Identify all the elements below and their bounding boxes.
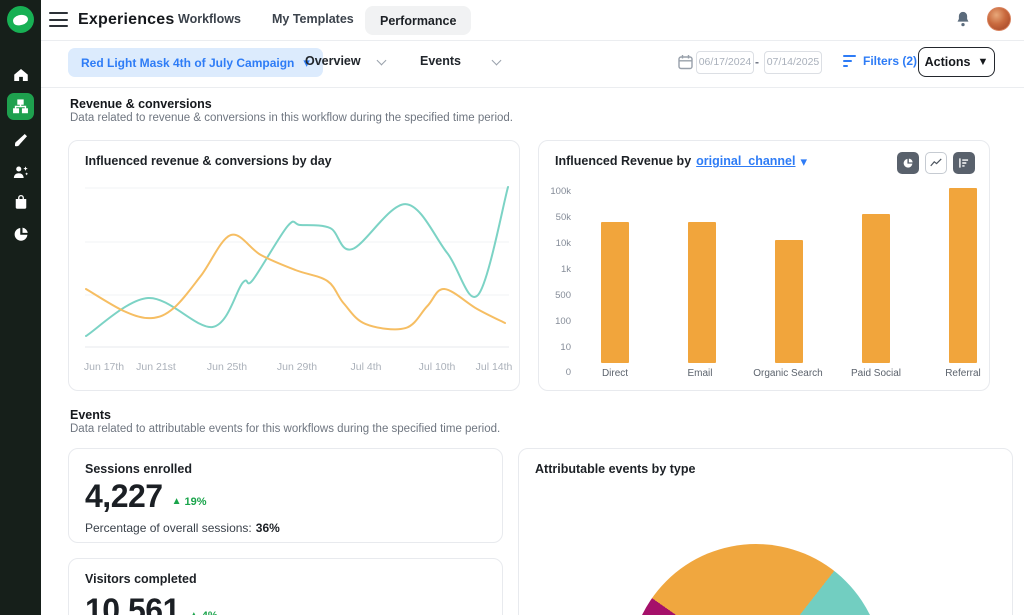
overview-dropdown[interactable]: Overview [305,54,361,68]
pie-chart-title: Attributable events by type [535,462,696,476]
bar-email [688,222,716,363]
calendar-icon [678,54,693,70]
brand-logo-mark [12,13,29,27]
stat-title: Sessions enrolled [85,462,192,476]
filters-label: Filters (2) [863,54,918,68]
shopping-bag-icon[interactable] [0,190,41,214]
campaign-selector[interactable]: Red Light Mask 4th of July Campaign ▾ [68,48,323,77]
stat-footnote: Percentage of overall sessions: 36% [85,521,280,535]
y-tick: 100k [550,186,571,197]
bar-paid-social [862,214,890,363]
y-tick: 500 [555,290,571,301]
home-icon[interactable] [0,63,41,87]
y-tick: 10k [555,238,571,249]
chevron-down-icon[interactable] [376,55,387,66]
audience-users-icon[interactable] [0,160,41,184]
actions-button[interactable]: Actions ▼ [918,47,995,77]
chevron-down-icon[interactable] [491,55,502,66]
stat-value: 4,227 [85,478,163,514]
stat-delta: ▲ 4% [189,610,218,615]
chevron-down-icon: ▼ [977,56,989,68]
bar-chart-title: Influenced Revenue by [555,154,692,168]
events-section-subtitle: Data related to attributable events for … [70,423,501,435]
tab-my-templates[interactable]: My Templates [272,12,354,26]
notifications-bell-icon[interactable] [954,10,972,30]
page-title: Experiences [78,11,175,28]
visitors-completed-card: Visitors completed 10,561 ▲ 4% [68,558,503,615]
workflow-sitemap-icon[interactable] [7,93,34,120]
hamburger-menu-icon[interactable] [49,12,68,27]
line-chart-title: Influenced revenue & conversions by day [85,154,332,168]
category-label: Organic Search [753,368,823,379]
tab-workflows[interactable]: Workflows [178,12,241,26]
actions-label: Actions [924,55,971,69]
bar-referral [949,188,977,363]
y-tick: 100 [555,316,571,327]
x-axis-label: Jun 25th [206,361,248,373]
stat-title: Visitors completed [85,572,197,586]
delta-value: 4% [202,610,218,615]
stat-value: 10,561 [85,592,180,615]
footnote-value: 36% [255,521,280,535]
events-dropdown[interactable]: Events [420,54,461,68]
x-axis-label: Jul 4th [350,361,382,373]
revenue-section-subtitle: Data related to revenue & conversions in… [70,112,513,124]
x-axis-label: Jul 14th [475,361,513,373]
stat-delta: ▲ 19% [172,496,207,512]
influenced-revenue-card: Influenced Revenue by original_channel ▾… [538,140,990,391]
y-tick: 1k [560,264,571,275]
filter-lines-icon [843,55,856,67]
x-axis-label: Jun 29th [276,361,318,373]
pie-chart-type-icon[interactable] [897,152,919,174]
user-avatar[interactable] [987,7,1011,31]
category-label: Referral [945,368,981,379]
chart-type-switcher [897,152,975,174]
bar-direct [601,221,629,363]
influenced-by-day-card: Influenced revenue & conversions by day … [68,140,520,391]
y-tick: 50k [555,212,571,223]
sessions-enrolled-card: Sessions enrolled 4,227 ▲ 19% Percentage… [68,448,503,543]
events-section-title: Events [70,408,111,422]
x-axis-label: Jun 17th [83,361,125,373]
date-range-separator: - [755,55,759,69]
date-end-input[interactable]: 07/14/2025 [764,51,822,74]
line-chart [85,186,509,348]
campaign-selector-label: Red Light Mask 4th of July Campaign [81,55,295,70]
x-axis-label: Jun 21st [136,361,176,373]
y-tick: 10 [560,342,571,353]
delta-value: 19% [184,496,207,508]
footnote-label: Percentage of overall sessions: [85,521,252,535]
attributable-events-card: Attributable events by type [518,448,1013,615]
y-tick: 0 [565,367,571,378]
pie-chart [629,544,883,615]
tab-performance[interactable]: Performance [365,6,472,35]
revenue-section-title: Revenue & conversions [70,97,212,111]
brand-logo [7,6,34,33]
bar-chart [579,181,991,363]
filters-button[interactable]: Filters (2) [843,54,917,68]
line-chart-type-icon[interactable] [925,152,947,174]
category-label: Direct [601,368,629,379]
chevron-down-icon: ▾ [303,55,310,70]
dimension-link[interactable]: original_channel [696,154,796,168]
sidebar [0,0,41,615]
category-label: Email [687,368,713,379]
category-label: Paid Social [850,368,902,379]
paintbrush-icon[interactable] [0,128,41,152]
date-start-input[interactable]: 06/17/2024 [696,51,754,74]
topbar: Experiences Workflows My Templates Perfo… [41,0,1024,41]
bar-organic-search [775,239,803,363]
chevron-down-icon: ▾ [800,153,808,169]
bar-chart-type-icon[interactable] [953,152,975,174]
up-arrow-icon: ▲ [171,496,182,507]
filter-toolbar: Red Light Mask 4th of July Campaign ▾ Ov… [41,41,1024,88]
pie-chart-icon[interactable] [0,222,41,246]
x-axis-label: Jul 10th [418,361,456,373]
up-arrow-icon: ▲ [189,611,199,615]
